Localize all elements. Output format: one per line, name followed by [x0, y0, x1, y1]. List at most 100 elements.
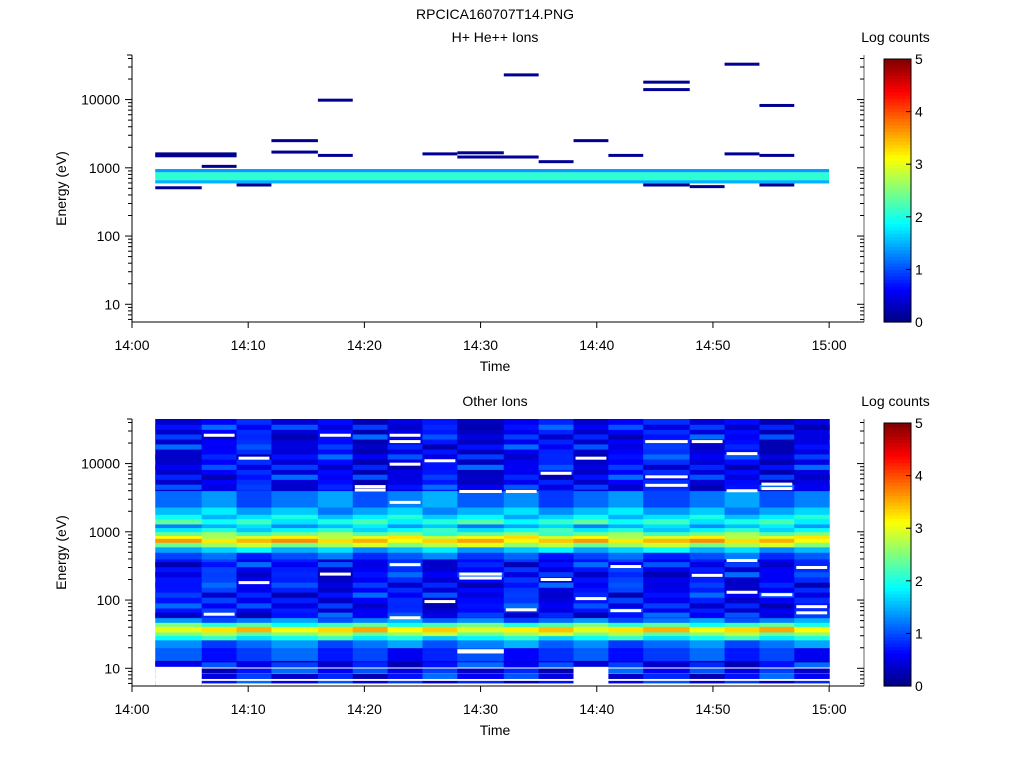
heatmap-cell — [538, 474, 575, 480]
heatmap-cell — [538, 582, 575, 588]
heatmap-cell — [457, 464, 505, 470]
heatmap-cell — [538, 484, 575, 490]
heatmap-cell — [387, 612, 424, 618]
colorbar-swatch — [884, 669, 911, 674]
heatmap-cell — [689, 562, 726, 568]
heatmap-cell — [155, 562, 203, 568]
colorbar-swatch — [884, 193, 911, 198]
heatmap-cell — [271, 632, 319, 637]
empty-bin — [645, 440, 688, 444]
count-line — [317, 153, 353, 157]
colorbar-swatch — [884, 220, 911, 224]
heatmap-cell — [236, 434, 273, 440]
heatmap-cell — [236, 562, 273, 568]
heatmap-cell — [503, 444, 540, 450]
heatmap-cell — [538, 552, 575, 560]
heatmap-cell — [201, 635, 238, 641]
heatmap-cell — [201, 527, 238, 533]
colorbar-swatch — [884, 659, 911, 664]
y-tick-label: 10 — [104, 660, 120, 676]
heatmap-cell — [608, 424, 644, 430]
y-tick-label: 100 — [97, 592, 121, 608]
heatmap-cell — [794, 464, 830, 470]
heatmap-cell — [236, 680, 273, 686]
colorbar-swatch — [884, 233, 911, 238]
energy-band — [155, 172, 830, 181]
colorbar-swatch — [884, 200, 911, 205]
heatmap-cell — [573, 562, 609, 568]
colorbar-swatch — [884, 272, 911, 277]
heatmap-cell — [608, 668, 644, 674]
colorbar-swatch — [884, 190, 911, 195]
empty-bin — [505, 608, 537, 612]
heatmap-cell — [201, 562, 238, 568]
x-tick-label: 14:10 — [231, 701, 266, 717]
colorbar-swatch — [884, 239, 911, 244]
heatmap-cell — [724, 552, 761, 560]
colorbar-swatch — [884, 108, 911, 113]
heatmap-cell — [317, 444, 354, 450]
heatmap-cell — [422, 647, 458, 661]
count-line — [271, 139, 318, 143]
colorbar-swatch — [884, 620, 911, 625]
heatmap-cell — [794, 562, 830, 568]
heatmap-cell — [689, 535, 726, 539]
empty-bin — [389, 616, 421, 620]
heatmap-cell — [503, 639, 540, 649]
colorbar-swatch — [884, 521, 911, 526]
empty-bin — [796, 565, 828, 569]
colorbar-swatch — [884, 246, 911, 251]
heatmap-cell — [538, 612, 575, 618]
heatmap-cell — [573, 572, 609, 578]
heatmap-cell — [236, 546, 273, 553]
colorbar-swatch — [884, 436, 911, 441]
heatmap-cell — [155, 434, 203, 440]
heatmap-cell — [608, 617, 644, 623]
heatmap-cell — [503, 527, 540, 533]
colorbar-swatch — [884, 118, 911, 123]
heatmap-cell — [201, 617, 238, 623]
heatmap-cell — [457, 531, 505, 536]
heatmap-cell — [317, 514, 354, 520]
heatmap-cell — [387, 668, 424, 674]
empty-bin — [238, 581, 270, 585]
empty-bin — [389, 563, 421, 567]
heatmap-cell — [422, 662, 458, 668]
heatmap-cell — [573, 444, 609, 450]
heatmap-cell — [387, 542, 424, 548]
heatmap-cell — [271, 444, 319, 450]
heatmap-cell — [689, 622, 726, 627]
heatmap-cell — [457, 444, 505, 450]
heatmap-cell — [271, 662, 319, 668]
colorbar-tick-label: 0 — [915, 314, 923, 330]
heatmap-cell — [608, 572, 644, 578]
colorbar-swatch — [884, 206, 911, 211]
heatmap-cell — [352, 542, 389, 548]
heatmap-cell — [794, 626, 830, 633]
heatmap-cell — [387, 454, 424, 460]
heatmap-cell — [352, 603, 389, 609]
colorbar-swatch — [884, 584, 911, 588]
colorbar-swatch — [884, 216, 911, 221]
count-line — [608, 153, 644, 157]
heatmap-cell — [201, 444, 238, 450]
heatmap-cell — [317, 662, 354, 668]
heatmap-cell — [317, 538, 354, 543]
heatmap-cell — [155, 552, 203, 560]
heatmap-cell — [236, 635, 273, 641]
heatmap-cell — [689, 538, 726, 543]
heatmap-cell — [201, 531, 238, 536]
heatmap-cell — [724, 673, 761, 679]
heatmap-cell — [759, 524, 795, 529]
heatmap-cell — [422, 572, 458, 578]
empty-bin — [540, 471, 572, 475]
heatmap-cell — [759, 582, 795, 588]
heatmap-cell — [794, 552, 830, 560]
heatmap-cell — [643, 572, 691, 578]
heatmap-cell — [503, 612, 540, 618]
heatmap-cell — [387, 603, 424, 609]
heatmap-cell — [573, 582, 609, 588]
colorbar-swatch — [884, 203, 911, 208]
heatmap-cell — [573, 524, 609, 529]
heatmap-cell — [724, 558, 761, 619]
